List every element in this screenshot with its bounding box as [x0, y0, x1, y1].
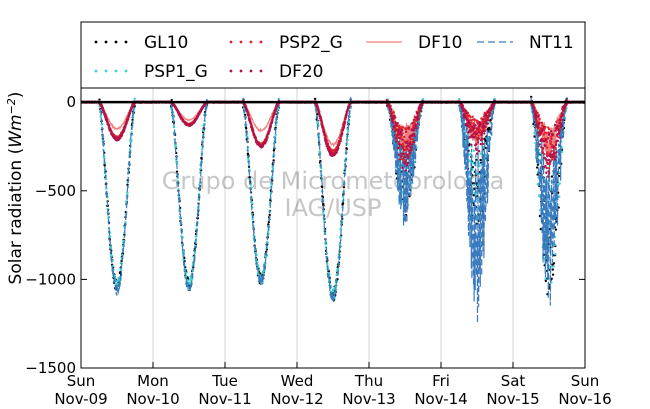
data-point [195, 235, 198, 238]
data-point [338, 242, 341, 246]
data-point [479, 158, 482, 162]
data-point [402, 135, 406, 139]
watermark-line: Grupo de Micrometeorologia [162, 167, 504, 195]
data-point [270, 183, 273, 187]
data-point [126, 192, 129, 195]
data-point [131, 118, 134, 122]
data-point [339, 235, 342, 239]
data-point [245, 127, 248, 130]
data-point [185, 275, 188, 278]
data-point [268, 213, 271, 217]
data-point [560, 150, 564, 154]
data-point [316, 113, 319, 116]
data-point [489, 118, 492, 122]
data-point [182, 258, 185, 261]
data-point [544, 277, 547, 281]
data-point [398, 124, 401, 128]
data-point [558, 182, 561, 185]
data-point [323, 220, 326, 223]
watermark-line: IAG/USP [284, 194, 381, 222]
data-point [251, 218, 254, 221]
data-point [272, 159, 275, 162]
data-point [554, 252, 557, 256]
x-grid [152, 88, 514, 368]
data-point [126, 183, 129, 186]
data-point [406, 139, 409, 143]
data-point [551, 268, 554, 271]
data-point [421, 97, 425, 101]
data-point [201, 139, 204, 142]
data-point [265, 255, 268, 258]
data-point [266, 231, 270, 234]
data-point [325, 262, 329, 266]
data-point [193, 251, 197, 255]
data-point [554, 228, 558, 231]
data-point [342, 185, 346, 189]
data-point [400, 157, 404, 161]
data-point [319, 159, 322, 163]
data-point [533, 132, 537, 135]
data-point [552, 265, 555, 268]
data-point [346, 129, 350, 133]
data-point [544, 279, 547, 283]
data-point [274, 133, 277, 137]
data-point [472, 161, 475, 164]
data-point [103, 164, 107, 167]
data-point [401, 142, 405, 146]
data-point [411, 138, 414, 141]
data-point [336, 267, 340, 270]
data-point [133, 97, 136, 100]
data-point [533, 135, 536, 138]
series-psp2-g [81, 100, 585, 170]
data-point [392, 111, 395, 114]
data-point [479, 152, 482, 155]
data-point [271, 167, 275, 170]
data-point [341, 195, 345, 199]
data-point [535, 166, 539, 169]
data-point [402, 126, 405, 129]
data-point [472, 194, 476, 197]
data-point [277, 108, 280, 111]
data-point [551, 273, 555, 276]
data-point [472, 183, 476, 186]
data-point [199, 167, 202, 171]
data-point [458, 97, 461, 101]
data-point [346, 138, 349, 142]
data-point [538, 209, 542, 212]
data-point [119, 269, 123, 272]
data-point [201, 147, 204, 151]
data-point [320, 185, 324, 189]
data-point [341, 202, 345, 205]
data-point [472, 149, 476, 152]
data-point [558, 195, 561, 198]
data-point [103, 156, 106, 159]
